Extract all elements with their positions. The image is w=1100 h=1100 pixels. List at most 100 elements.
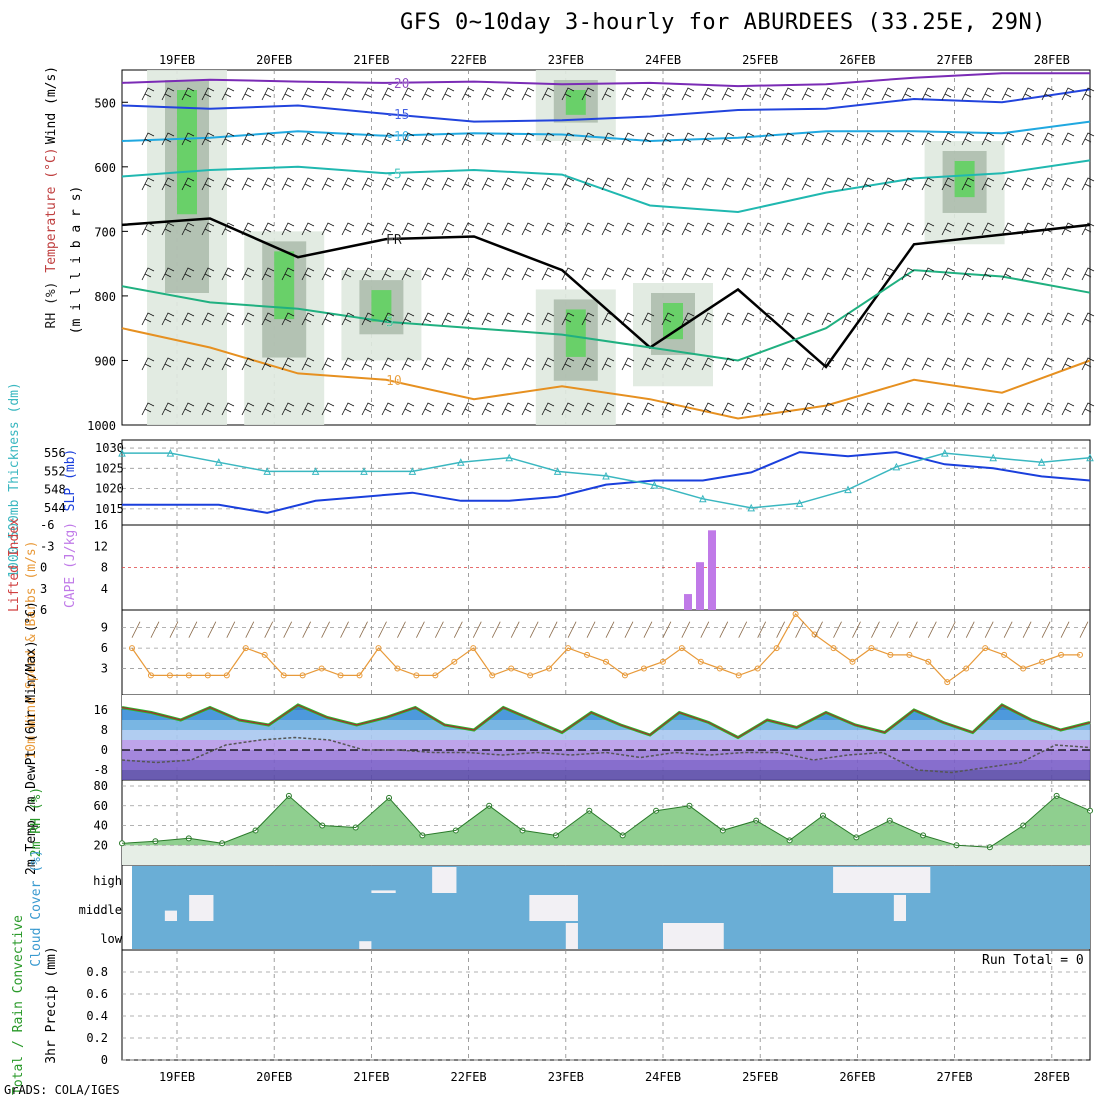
wind-barb (641, 132, 655, 146)
wind-barb (1061, 87, 1075, 101)
wind-barb (281, 267, 295, 281)
wind-barb (241, 357, 255, 371)
wind-barb (541, 402, 555, 416)
wind-barb (681, 267, 695, 281)
wind-barb (521, 132, 535, 146)
rh-saturated-core (371, 290, 392, 322)
wind-barb (1021, 222, 1035, 236)
wind-barb-10m (738, 621, 748, 638)
wind-barb (921, 177, 935, 191)
wind-barb (521, 357, 535, 371)
precip-panel: 0 0.2 0.4 0.6 0.8 (86, 965, 1090, 1067)
wind-barb (801, 87, 815, 101)
y-axis-labels: Wind (m/s) Temperature (°C) RH (%) (m i l l… (7, 66, 84, 1095)
wind-barb (1001, 357, 1015, 371)
wind-barb (941, 267, 955, 281)
wind-barb (821, 402, 835, 416)
x-tick-bottom: 21FEB (353, 1070, 389, 1084)
wind-barb (141, 132, 155, 146)
wind-barb (161, 357, 175, 371)
wind-barb (141, 267, 155, 281)
temp-tick-label: 0 (101, 743, 108, 757)
isotherm-label: -20 (386, 77, 409, 92)
wind-barb (341, 267, 355, 281)
cloud-block (371, 890, 396, 893)
wind-barb (1061, 132, 1075, 146)
wind-barb (981, 87, 995, 101)
wind-barb (141, 177, 155, 191)
x-tick-top: 28FEB (1034, 53, 1070, 67)
thickness-tick-label: 544 (44, 501, 66, 515)
wind-barb (921, 132, 935, 146)
thickness-marker (166, 449, 175, 457)
wind-barb (861, 267, 875, 281)
wind-speed-point (868, 645, 875, 652)
temp-above-mask (122, 695, 1090, 738)
wind-speed-point (678, 645, 685, 652)
wind-barb (241, 312, 255, 326)
wind-speed-point (944, 679, 951, 686)
wind-barb (261, 267, 275, 281)
wind-barb (241, 267, 255, 281)
wind-speed-point (394, 665, 401, 672)
wind-barb (361, 177, 375, 191)
wind-barb (901, 357, 915, 371)
wind-barb (181, 267, 195, 281)
wind-barb (561, 87, 575, 101)
wind-barb (281, 312, 295, 326)
wind-barb (421, 87, 435, 101)
wind-barb (821, 222, 835, 236)
wind-barb (981, 222, 995, 236)
wind-barb (901, 267, 915, 281)
wind-barb-10m (529, 621, 539, 638)
wind-barb (741, 87, 755, 101)
wind-barb-10m (890, 621, 899, 638)
wind-barb (541, 312, 555, 326)
thickness-marker (698, 494, 707, 503)
wind-barb (481, 357, 495, 371)
wind-barb (801, 177, 815, 191)
slp-tick-label: 1030 (95, 441, 124, 455)
wind-barb (721, 222, 735, 236)
wind-barb (641, 402, 655, 416)
wind-barb (881, 87, 895, 101)
wind-barb (201, 87, 215, 101)
x-tick-top: 23FEB (548, 53, 584, 67)
wind-tick-label: 3 (101, 662, 108, 676)
wind-barb-10m (909, 621, 918, 638)
wind-speed-point (223, 672, 230, 679)
wind-barb (1081, 357, 1095, 371)
wind-barb (721, 312, 735, 326)
wind-barb (381, 132, 395, 146)
wind-speed-point (963, 665, 970, 672)
wind-barb (961, 357, 975, 371)
pressure-tick-label: 800 (94, 290, 116, 304)
wind-barb (821, 357, 835, 371)
wind-barb (961, 267, 975, 281)
wind-barb (661, 132, 675, 146)
wind-barb (881, 222, 895, 236)
wind-barb (461, 132, 475, 146)
wind-barb-10m (1060, 621, 1070, 638)
wind-barb (481, 87, 495, 101)
wind-barb (641, 222, 655, 236)
wind-speed-point (659, 658, 666, 665)
isotherm-label: FR (386, 233, 402, 248)
cloud-background (132, 866, 1090, 949)
wind-barb (961, 132, 975, 146)
wind-barb (561, 267, 575, 281)
wind-barb-10m (946, 621, 956, 638)
wind-barb (201, 177, 215, 191)
wind-barb (701, 357, 715, 371)
wind-speed-point (242, 645, 249, 652)
wind-barb (621, 177, 635, 191)
wind-barb (921, 357, 935, 371)
wind-barb-10m (1079, 621, 1089, 638)
wind-barb (1001, 267, 1015, 281)
li-tick-label: 6 (40, 603, 47, 617)
wind-barb (1021, 357, 1035, 371)
temp-tick-label: 16 (94, 703, 108, 717)
wind-barb (421, 177, 435, 191)
wind-barb (801, 132, 815, 146)
